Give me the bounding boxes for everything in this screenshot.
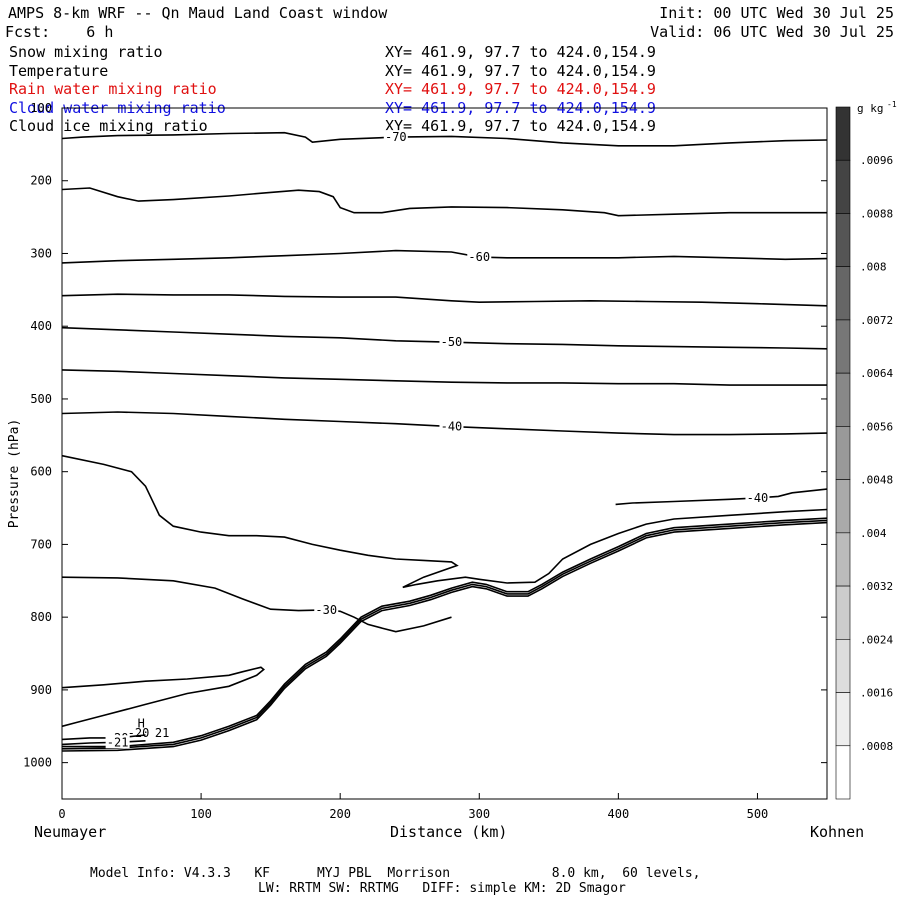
y-tick-label: 300 [30,246,52,260]
colorbar-label: .0056 [860,420,893,433]
colorbar-swatch [835,639,851,693]
x-tick-label: 500 [747,807,769,821]
y-tick-label: 400 [30,319,52,333]
colorbar-label: .0072 [860,314,893,327]
x-tick-label: 0 [58,807,65,821]
colorbar-label: .008 [860,261,887,274]
isotherm-line [61,454,828,589]
colorbar-swatch [835,745,851,800]
field-xy: XY= 461.9, 97.7 to 424.0,154.9 [385,80,656,98]
colorbar-swatch [835,159,851,214]
y-tick-label: 700 [30,537,52,551]
x-tick-label: 100 [190,807,212,821]
contour-label: -40 [747,491,769,505]
field-xy: XY= 461.9, 97.7 to 424.0,154.9 [385,117,656,135]
y-tick-label: 1000 [23,756,52,770]
model-info-line1: Model Info: V4.3.3 KF MYJ PBL Morrison 8… [90,866,701,881]
isotherm-line [61,131,828,147]
contour-label: -50 [441,335,463,349]
colorbar-label: .0048 [860,474,893,487]
y-tick-label: 100 [30,101,52,115]
contour-label: -30 [315,603,337,617]
colorbar-label: .0096 [860,154,893,167]
contour-label: -21 [107,735,129,749]
colorbar-swatch [835,426,851,480]
y-tick-label: 200 [30,174,52,188]
colorbar-swatch [835,479,851,534]
colorbar-label: .0064 [860,367,893,380]
y-axis-label: Pressure (hPa) [7,419,22,529]
colorbar-swatch [835,213,851,267]
colorbar-swatch [835,585,851,640]
colorbar-label: .0008 [860,740,893,753]
field-name: Rain water mixing ratio [9,80,217,98]
terrain-line [61,521,828,752]
contour-label-bg [745,490,770,504]
colorbar-swatch [835,692,851,747]
y-tick-label: 500 [30,392,52,406]
left-endpoint-label: Neumayer [34,823,107,841]
field-xy: XY= 461.9, 97.7 to 424.0,154.9 [385,61,656,80]
contour-label: -60 [468,250,490,264]
contour-label-bg [439,419,464,433]
contour-label-bg [314,602,339,616]
x-tick-label: 200 [329,807,351,821]
x-tick-label: 300 [468,807,490,821]
colorbar-label: .0032 [860,580,893,593]
isotherm-line [61,187,827,217]
isotherm-line [61,369,827,386]
annotation-label: -20 [128,726,150,740]
colorbar-swatch [835,319,851,374]
forecast-hour: Fcst: 6 h [5,23,114,41]
colorbar-label: .004 [860,527,887,540]
field-name: Cloud ice mixing ratio [9,117,208,135]
field-name: Snow mixing ratio [9,43,163,61]
isotherm-line [61,734,146,741]
isotherm-line [61,740,146,746]
colorbar-unit-exponent: -1 [887,100,897,109]
colorbar-swatch [835,106,851,161]
contour-label-bg [439,335,464,349]
contour-label-bg [105,735,130,749]
y-tick-label: 800 [30,610,52,624]
model-info-line2: LW: RRTM SW: RRTMG DIFF: simple KM: 2D S… [258,881,626,896]
colorbar-label: .0024 [860,633,893,646]
colorbar-swatch [835,266,851,321]
terrain-line [61,519,828,750]
y-tick-label: 900 [30,683,52,697]
right-endpoint-label: Kohnen [810,823,865,841]
colorbar-swatch [835,532,851,587]
isotherm-line [615,488,828,506]
x-tick-label: 400 [608,807,630,821]
chart-title: AMPS 8-km WRF -- Qn Maud Land Coast wind… [8,4,388,22]
annotation-label: H [138,717,145,731]
field-xy: XY= 461.9, 97.7 to 424.0,154.9 [385,43,656,61]
contour-label: -40 [441,420,463,434]
plot-frame [61,107,828,800]
colorbar-label: .0016 [860,687,893,700]
init-time: Init: 00 UTC Wed 30 Jul 25 [659,4,894,22]
isotherm-line [61,666,265,728]
y-tick-label: 600 [30,465,52,479]
contour-label-bg [467,250,492,264]
field-name: Temperature [9,61,109,80]
colorbar-swatch [835,372,851,427]
colorbar-label: .0088 [860,207,893,220]
x-axis-label: Distance (km) [390,823,508,841]
valid-time: Valid: 06 UTC Wed 30 Jul 25 [650,23,894,41]
contour-label-bg [383,130,408,144]
colorbar-unit: g kg [857,102,884,115]
contour-label: -70 [385,130,407,144]
isotherm-line [61,293,828,307]
isotherm-line [61,249,828,264]
terrain-line [62,517,828,748]
annotation-label: 21 [155,726,169,740]
